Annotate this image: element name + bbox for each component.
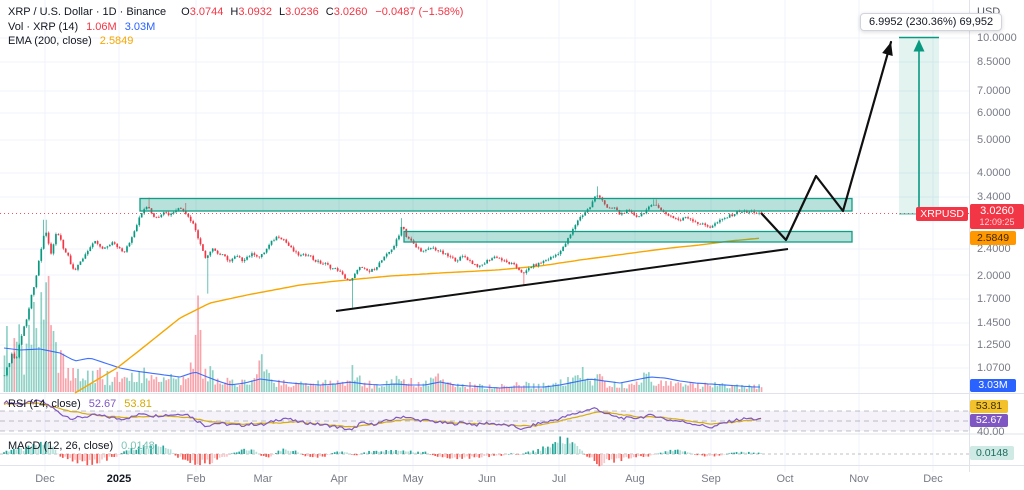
rsi-legend[interactable]: RSI (14, close) 52.67 53.81 (8, 398, 152, 410)
price-tick-label: 5.0000 (977, 134, 1011, 146)
change-value: −0.0487 (−1.58%) (375, 6, 464, 18)
volume-legend[interactable]: Vol · XRP (14) 1.06M 3.03M (8, 21, 155, 33)
range-measure-tooltip: 6.9952 (230.36%) 69,952 (860, 13, 1003, 31)
price-tick-label: 1.0700 (977, 362, 1011, 374)
ohlc-label: O (181, 6, 190, 18)
rsi-pane (0, 399, 970, 432)
ohlc-label: C (325, 6, 334, 18)
time-tick-label: Jun (478, 473, 496, 485)
trendline-drawing (335, 248, 789, 312)
volume-ma-value: 3.03M (124, 20, 156, 33)
zone-rectangles (139, 197, 853, 243)
symbol-legend[interactable]: XRP / U.S. Dollar · 1D · Binance O3.0744… (8, 6, 463, 18)
price-tick-label: 1.2500 (977, 339, 1011, 351)
rsi-value-badge: 52.67 (970, 413, 1008, 427)
time-tick-label: Dec (35, 473, 55, 485)
ema-legend[interactable]: EMA (200, close) 2.5849 (8, 35, 133, 47)
price-tick-label: 3.4000 (977, 191, 1011, 203)
price-tick-label: 7.0000 (977, 85, 1011, 97)
price-tick-label: 2.0000 (977, 270, 1011, 282)
time-tick-label: Nov (849, 473, 869, 485)
time-tick-label: Sep (701, 473, 721, 485)
time-tick-label: Aug (625, 473, 645, 485)
macd-pane (0, 436, 970, 467)
macd-value-badge: 0.0148 (970, 446, 1014, 460)
macd-legend-value: 0.0148 (121, 440, 155, 452)
macd-legend-label: MACD (12, 26, close) (8, 440, 114, 452)
candlestick-series (3, 186, 763, 377)
arrowhead (882, 42, 893, 57)
supply-demand-zone (403, 230, 853, 243)
volume-legend-label: Vol · XRP (14) (8, 20, 79, 33)
price-tick-label: 1.7000 (977, 293, 1011, 305)
pane-separators (0, 0, 1024, 472)
rsi-ma-badge: 53.81 (970, 399, 1008, 413)
time-tick-label: Feb (186, 473, 206, 485)
time-tick-label: May (402, 473, 424, 485)
volume-current-value: 1.06M (86, 20, 117, 33)
time-tick-label: Oct (776, 473, 794, 485)
ohlc-label: L (278, 6, 286, 18)
ohlc-value: 3.0744 (189, 6, 224, 18)
rsi-line (3, 399, 762, 431)
price-range-tool (899, 36, 939, 215)
price-tick-label: 4.0000 (977, 167, 1011, 179)
macd-legend[interactable]: MACD (12, 26, close) 0.0148 (8, 440, 155, 452)
symbol-title: XRP / U.S. Dollar · 1D · Binance (8, 6, 167, 18)
ema-legend-value: 2.5849 (99, 34, 134, 47)
price-tick-label: 8.5000 (977, 56, 1011, 68)
projection-arrow-drawing (760, 40, 893, 242)
volume-ma-line (3, 347, 760, 389)
ohlc-value: 3.0932 (238, 6, 272, 18)
price-tick-label: 6.0000 (977, 107, 1011, 119)
time-tick-label: Dec (923, 473, 943, 485)
ohlc-label: H (230, 6, 239, 18)
bar-countdown: 12:09:25 (979, 217, 1015, 227)
price-tick-label: 1.4500 (977, 317, 1011, 329)
ema-200-line (74, 237, 760, 394)
volume-ma-badge: 3.03M (970, 378, 1016, 392)
rsi-level-label: 40.00 (977, 426, 1005, 438)
time-tick-label: Apr (330, 473, 348, 485)
volume-series (3, 275, 763, 392)
last-price-badge: 3.0260 12:09:25 (970, 204, 1024, 229)
time-tick-label: Jul (551, 473, 567, 485)
supply-demand-zone (139, 197, 853, 212)
ema-value-badge: 2.5849 (970, 231, 1016, 245)
ohlc-value: 3.0236 (285, 6, 319, 18)
rsi-legend-label: RSI (14, close) (8, 398, 81, 410)
ohlc-values: O3.0744 H3.0932 L3.0236 C3.0260 (174, 6, 367, 18)
time-tick-label: 2025 (106, 473, 132, 485)
rsi-legend-value: 52.67 (88, 398, 117, 410)
price-tick-label: 10.0000 (977, 32, 1017, 44)
symbol-price-label: XRPUSD (916, 207, 968, 221)
time-tick-label: Mar (253, 473, 273, 485)
ohlc-value: 3.0260 (333, 6, 368, 18)
last-price-value: 3.0260 (980, 205, 1014, 217)
main-pane (3, 186, 763, 394)
ema-legend-label: EMA (200, close) (8, 34, 92, 47)
rsi-ma-legend-value: 53.81 (124, 398, 152, 410)
price-tick-label: 2.4000 (977, 243, 1011, 255)
